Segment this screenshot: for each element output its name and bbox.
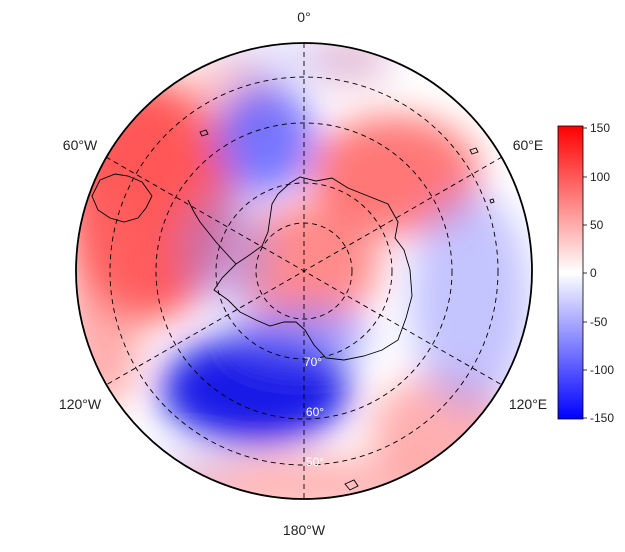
lon-label-120e: 120°E xyxy=(509,396,547,412)
coastlines xyxy=(91,129,495,491)
colorbar-tick-label: 50 xyxy=(590,218,604,232)
colorbar-tick-label: -50 xyxy=(590,315,608,329)
latitude-circle-40 xyxy=(109,76,499,466)
lon-label-60e: 60°E xyxy=(513,137,544,153)
island-south-georgia xyxy=(199,129,209,137)
map-frame xyxy=(75,42,533,500)
lat-label-70: 70° xyxy=(304,355,322,369)
colorbar-tick-label: -100 xyxy=(590,363,614,377)
colorbar-gradient xyxy=(557,125,584,420)
island-macquarie xyxy=(344,479,359,491)
anomaly-field xyxy=(76,43,532,499)
colorbar-tick-label: -150 xyxy=(590,411,614,425)
latitude-circle-50 xyxy=(155,122,453,420)
lon-label-0: 0° xyxy=(297,9,310,25)
lat-label-50: 50° xyxy=(306,455,324,469)
lon-label-180w: 180°W xyxy=(283,522,326,538)
lon-label-60w: 60°W xyxy=(63,137,98,153)
lat-label-60: 60° xyxy=(306,405,324,419)
lon-label-120w: 120°W xyxy=(59,396,102,412)
colorbar: 150 100 50 0 -50 -100 -150 xyxy=(557,121,614,425)
south-america-coastline xyxy=(91,173,153,223)
meridian-60e-120w xyxy=(105,156,503,386)
antarctic-peninsula-coastline xyxy=(187,199,237,265)
antarctica-coastline xyxy=(213,176,413,361)
colorbar-tick-label: 150 xyxy=(590,121,610,135)
graticule xyxy=(105,43,503,499)
colorbar-tick-label: 100 xyxy=(590,170,610,184)
colorbar-tick-label: 0 xyxy=(590,266,597,280)
island-kerguelen xyxy=(469,147,479,155)
island-small-east xyxy=(489,198,495,204)
